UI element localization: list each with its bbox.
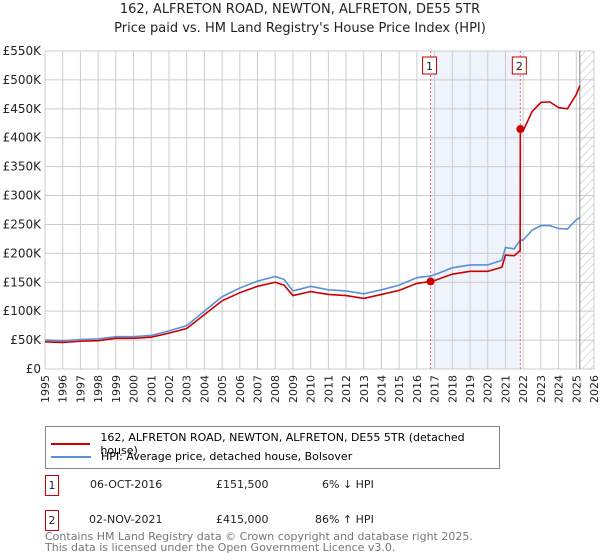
x-tick-label: 2017 [429, 375, 442, 403]
sale-label: 1 [426, 60, 433, 73]
chart-title: 162, ALFRETON ROAD, NEWTON, ALFRETON, DE… [119, 2, 481, 17]
x-tick-label: 2022 [517, 375, 530, 403]
x-tick-label: 2023 [535, 375, 548, 403]
x-tick-label: 2026 [588, 375, 600, 403]
legend-label-hpi: HPI: Average price, detached house, Bols… [101, 450, 353, 463]
y-tick-label: £0 [26, 362, 41, 376]
sale-marker-box: 2 [45, 510, 59, 531]
footer-licence: This data is licensed under the Open Gov… [45, 541, 396, 554]
legend-label-property: 162, ALFRETON ROAD, NEWTON, ALFRETON, DE… [100, 431, 465, 457]
x-tick-label: 2002 [163, 375, 176, 403]
x-tick-label: 1998 [92, 375, 105, 403]
sale-date: 06-OCT-2016 [90, 478, 163, 491]
legend: 162, ALFRETON ROAD, NEWTON, ALFRETON, DE… [45, 426, 500, 469]
y-tick-label: £50K [10, 333, 42, 347]
x-tick-label: 2008 [269, 375, 282, 403]
sale-price: £151,500 [216, 478, 269, 491]
y-tick-label: £200K [3, 246, 43, 260]
legend-red-line [51, 443, 91, 445]
sale-price: £415,000 [216, 513, 269, 526]
footer-copyright: Contains HM Land Registry data © Crown c… [45, 530, 473, 543]
y-tick-label: £250K [3, 217, 43, 231]
sale-point [516, 125, 525, 134]
sale-row: 1 06-OCT-2016 £151,500 6% ↓ HPI [45, 475, 545, 496]
x-tick-label: 2015 [393, 375, 406, 403]
y-tick-label: £450K [3, 102, 43, 116]
x-tick-label: 2005 [216, 375, 229, 403]
sale-hpi-diff: 86% ↑ HPI [315, 513, 374, 526]
chart-subtitle: Price paid vs. HM Land Registry's House … [114, 21, 486, 36]
y-tick-label: £400K [3, 131, 43, 145]
x-tick-label: 2011 [322, 375, 335, 403]
x-tick-label: 2001 [145, 375, 158, 403]
y-tick-label: £150K [3, 275, 43, 289]
x-tick-label: 2010 [305, 375, 318, 403]
y-tick-label: £500K [3, 73, 43, 87]
x-tick-label: 2009 [287, 375, 300, 403]
sale-label-box [511, 56, 527, 75]
y-tick-label: £350K [3, 160, 43, 174]
x-tick-label: 2003 [181, 375, 194, 403]
x-tick-label: 2006 [234, 375, 247, 403]
x-tick-label: 2018 [446, 375, 459, 403]
legend-blue-line [51, 455, 91, 458]
sale-row: 2 02-NOV-2021 £415,000 86% ↑ HPI [45, 510, 545, 531]
x-tick-label: 2016 [411, 375, 424, 403]
sale-date: 02-NOV-2021 [89, 513, 163, 526]
x-tick-label: 2000 [128, 375, 141, 403]
sale-label-box [422, 56, 438, 75]
shaded-period [430, 51, 521, 369]
x-tick-label: 2014 [375, 375, 388, 403]
x-tick-label: 2012 [340, 375, 353, 403]
x-tick-label: 2007 [252, 375, 265, 403]
x-tick-label: 2024 [553, 375, 566, 403]
hpi-line [44, 216, 581, 342]
forecast-hatch [579, 51, 594, 369]
plot-area: 1995 1996 1997 1998 1999 2000 2001 2002 2003 2004… [3, 44, 600, 403]
sale-label: 2 [516, 60, 523, 73]
x-tick-label: 2013 [358, 375, 371, 403]
x-tick-label: 2021 [499, 375, 512, 403]
x-tick-label: 1996 [57, 375, 70, 403]
x-tick-label: 2019 [464, 375, 477, 403]
price-line [44, 85, 581, 344]
sale-hpi-diff: 6% ↓ HPI [322, 478, 374, 491]
y-tick-label: £300K [3, 189, 43, 203]
x-tick-label: 2025 [570, 375, 583, 403]
x-tick-label: 2004 [198, 375, 211, 403]
x-tick-label: 1999 [110, 375, 123, 403]
y-tick-label: £550K [3, 44, 43, 58]
y-tick-label: £100K [3, 304, 43, 318]
x-tick-label: 1995 [39, 375, 52, 403]
sale-marker-box: 1 [45, 475, 59, 496]
x-tick-label: 2020 [482, 375, 495, 403]
sale-point [426, 277, 435, 286]
x-tick-label: 1997 [74, 375, 87, 403]
